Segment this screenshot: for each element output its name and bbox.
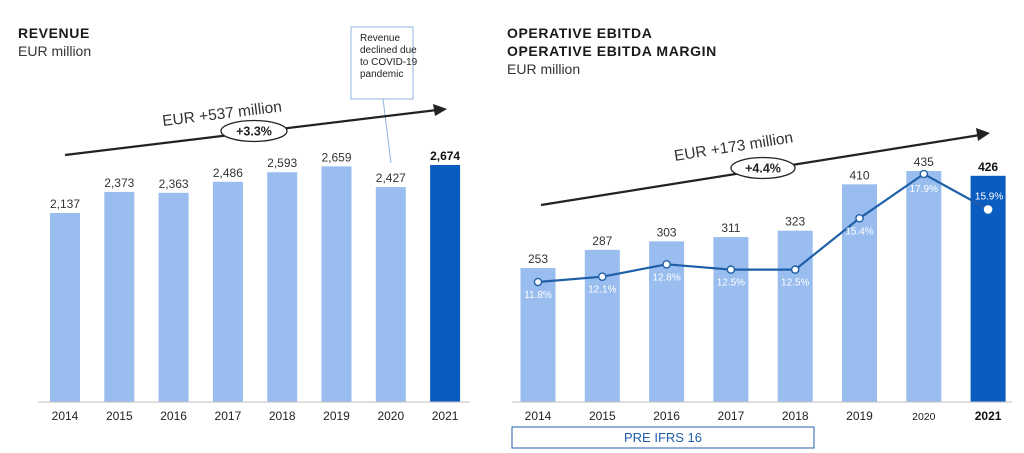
ebitda-margin-point-2019 xyxy=(855,213,864,223)
ebitda-bar-2020 xyxy=(906,171,942,402)
ebitda-value-label-2017: 311 xyxy=(721,221,740,235)
ebitda-margin-point-2018 xyxy=(790,265,800,274)
revenue-title: REVENUE xyxy=(18,25,90,41)
revenue-bars xyxy=(50,165,461,402)
revenue-bar-2014 xyxy=(50,213,80,402)
ebitda-margin-label-2014: 11.8% xyxy=(524,290,552,301)
ebitda-value-label-2015: 287 xyxy=(592,234,612,248)
revenue-bar-2019 xyxy=(321,166,352,402)
callout-line-1: Revenue xyxy=(360,33,400,44)
ebitda-margin-label-2020: 17.9% xyxy=(910,184,938,195)
ebitda-bar-2018 xyxy=(777,230,813,402)
ebitda-margin-path xyxy=(537,172,989,284)
ebitda-margin-title: OPERATIVE EBITDA MARGIN xyxy=(507,43,717,59)
callout-line-4: pandemic xyxy=(360,69,403,80)
revenue-bar-2017 xyxy=(212,181,243,402)
revenue-subtitle: EUR million xyxy=(18,43,91,59)
revenue-value-label-2019: 2,659 xyxy=(321,150,351,164)
ebitda-margin-label-2018: 12.5% xyxy=(781,278,809,289)
ebitda-margin-point-2020 xyxy=(919,169,929,179)
ebitda-bar-2014 xyxy=(520,268,556,402)
ebitda-value-label-2021: 426 xyxy=(978,160,998,174)
callout-line-3: to COVID-19 xyxy=(360,57,418,68)
revenue-x-tick-2014: 2014 xyxy=(52,409,79,423)
revenue-value-label-2015: 2,373 xyxy=(104,176,134,190)
ebitda-margin-point-2017 xyxy=(726,265,736,274)
revenue-trend-arrow: EUR +537 million +3.3% xyxy=(64,98,447,157)
revenue-growth-badge-text: +3.3% xyxy=(236,125,272,139)
revenue-bar-2020 xyxy=(375,187,406,402)
ebitda-title: OPERATIVE EBITDA xyxy=(507,25,652,41)
revenue-bar-2018 xyxy=(267,172,298,402)
pre-ifrs16-label: PRE IFRS 16 xyxy=(624,430,702,445)
revenue-arrow-head xyxy=(433,104,447,116)
revenue-x-tick-2017: 2017 xyxy=(215,409,242,423)
revenue-value-label-2017: 2,486 xyxy=(213,166,243,180)
ebitda-margin-point-2021 xyxy=(983,205,993,214)
ebitda-margin-point-2016 xyxy=(662,259,671,269)
revenue-growth-badge xyxy=(220,119,288,143)
ebitda-chart: OPERATIVE EBITDA OPERATIVE EBITDA MARGIN… xyxy=(507,25,1012,449)
ebitda-margin-point-2014 xyxy=(533,277,543,287)
revenue-bar-2021 xyxy=(430,165,461,402)
callout-line-2: declined due xyxy=(360,45,417,56)
ebitda-growth-badge xyxy=(730,156,796,180)
ebitda-x-tick-2015: 2015 xyxy=(589,409,616,423)
revenue-value-label-2016: 2,363 xyxy=(159,177,189,191)
ebitda-value-label-2016: 303 xyxy=(657,225,677,239)
ebitda-margin-label-2017: 12.5% xyxy=(717,278,745,289)
ebitda-x-tick-2021: 2021 xyxy=(975,409,1002,423)
ebitda-x-tick-2019: 2019 xyxy=(846,409,873,423)
revenue-bar-2015 xyxy=(104,191,135,402)
ebitda-margin-label-2021: 15.9% xyxy=(975,191,1003,202)
revenue-value-label-2020: 2,427 xyxy=(376,171,406,185)
ebitda-value-label-2014: 253 xyxy=(528,252,548,266)
revenue-value-label-2018: 2,593 xyxy=(267,156,297,170)
ebitda-margin-label-2016: 12.8% xyxy=(652,272,680,283)
ebitda-value-label-2018: 323 xyxy=(785,215,805,229)
revenue-chart: REVENUE EUR million Revenue declined due… xyxy=(18,25,470,423)
revenue-x-tick-2019: 2019 xyxy=(323,409,350,423)
callout-box xyxy=(350,26,414,100)
revenue-bar-2016 xyxy=(158,192,189,402)
revenue-value-label-2021: 2,674 xyxy=(430,149,460,163)
ebitda-x-tick-2018: 2018 xyxy=(782,409,809,423)
revenue-x-tick-2015: 2015 xyxy=(106,409,133,423)
ebitda-margin-line: 11.8% 12.1% 12.8% 12.5% 12.5% 15.4% 17.9% 15.9% xyxy=(524,169,1003,301)
revenue-x-ticks: 2014 2015 2016 2017 2018 2019 2020 2021 xyxy=(52,409,459,423)
ebitda-x-tick-2020: 2020 xyxy=(912,411,936,423)
ebitda-subtitle: EUR million xyxy=(507,61,580,77)
callout-leader-line xyxy=(382,98,392,164)
ebitda-margin-label-2019: 15.4% xyxy=(845,226,873,237)
ebitda-bar-2017 xyxy=(713,237,749,402)
ebitda-margin-label-2015: 12.1% xyxy=(588,285,616,296)
ebitda-value-labels: 253 287 303 311 323 410 435 426 xyxy=(528,155,998,266)
revenue-x-tick-2020: 2020 xyxy=(377,409,404,423)
revenue-value-label-2014: 2,137 xyxy=(50,197,80,211)
revenue-x-tick-2018: 2018 xyxy=(269,409,296,423)
ebitda-growth-badge-text: +4.4% xyxy=(745,162,781,176)
ebitda-x-tick-2014: 2014 xyxy=(525,409,552,423)
ebitda-value-label-2020: 435 xyxy=(914,155,934,169)
revenue-x-tick-2021: 2021 xyxy=(432,409,459,423)
revenue-value-labels: 2,137 2,373 2,363 2,486 2,593 2,659 2,427 2,674 xyxy=(50,149,460,211)
ebitda-x-tick-2016: 2016 xyxy=(653,409,680,423)
revenue-x-tick-2016: 2016 xyxy=(160,409,187,423)
covid-callout: Revenue declined due to COVID-19 pandemi… xyxy=(350,26,418,164)
ebitda-arrow-head xyxy=(976,128,990,141)
pre-ifrs16-box xyxy=(511,426,815,449)
ebitda-x-ticks: 2014 2015 2016 2017 2018 2019 2020 2021 xyxy=(525,409,1002,423)
ebitda-x-tick-2017: 2017 xyxy=(718,409,745,423)
ebitda-value-label-2019: 410 xyxy=(849,168,869,182)
ebitda-margin-point-2015 xyxy=(598,272,607,281)
